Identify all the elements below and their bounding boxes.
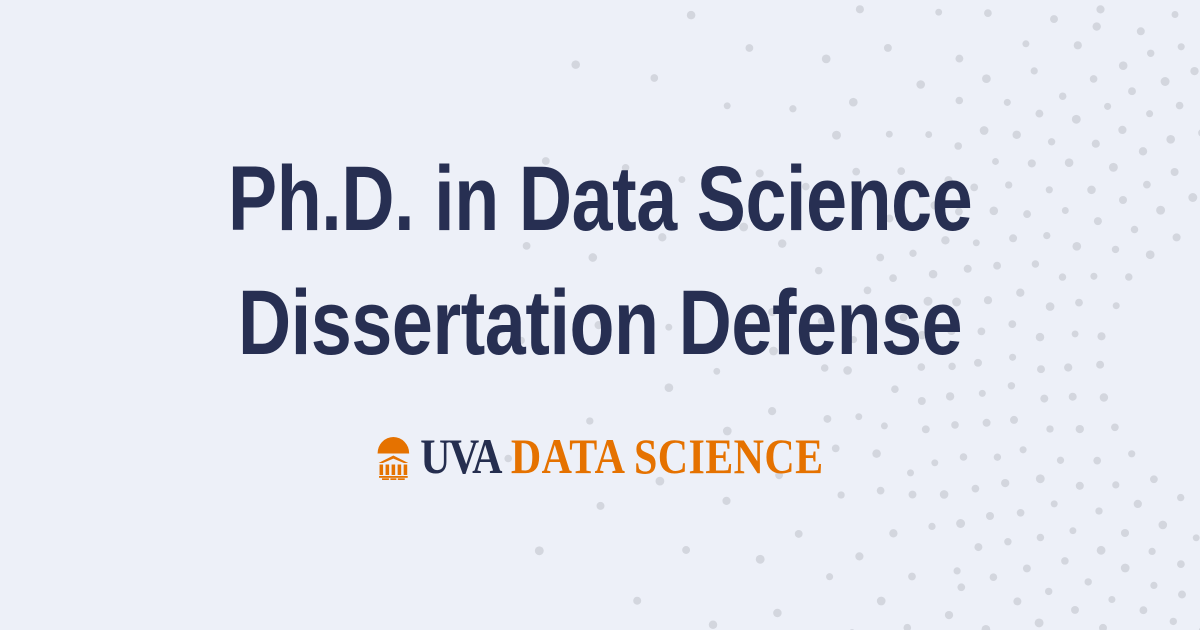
title-line-2: Dissertation Defense xyxy=(237,272,963,374)
logo-brand-name: DATA SCIENCE xyxy=(510,428,824,484)
rotunda-icon xyxy=(377,437,410,480)
logo-brand-prefix: UVA xyxy=(420,428,502,484)
uva-data-science-logo: UVA DATA SCIENCE xyxy=(376,431,823,481)
page-title: Ph.D. in Data Science Dissertation Defen… xyxy=(227,137,973,385)
title-line-1: Ph.D. in Data Science xyxy=(227,148,973,250)
